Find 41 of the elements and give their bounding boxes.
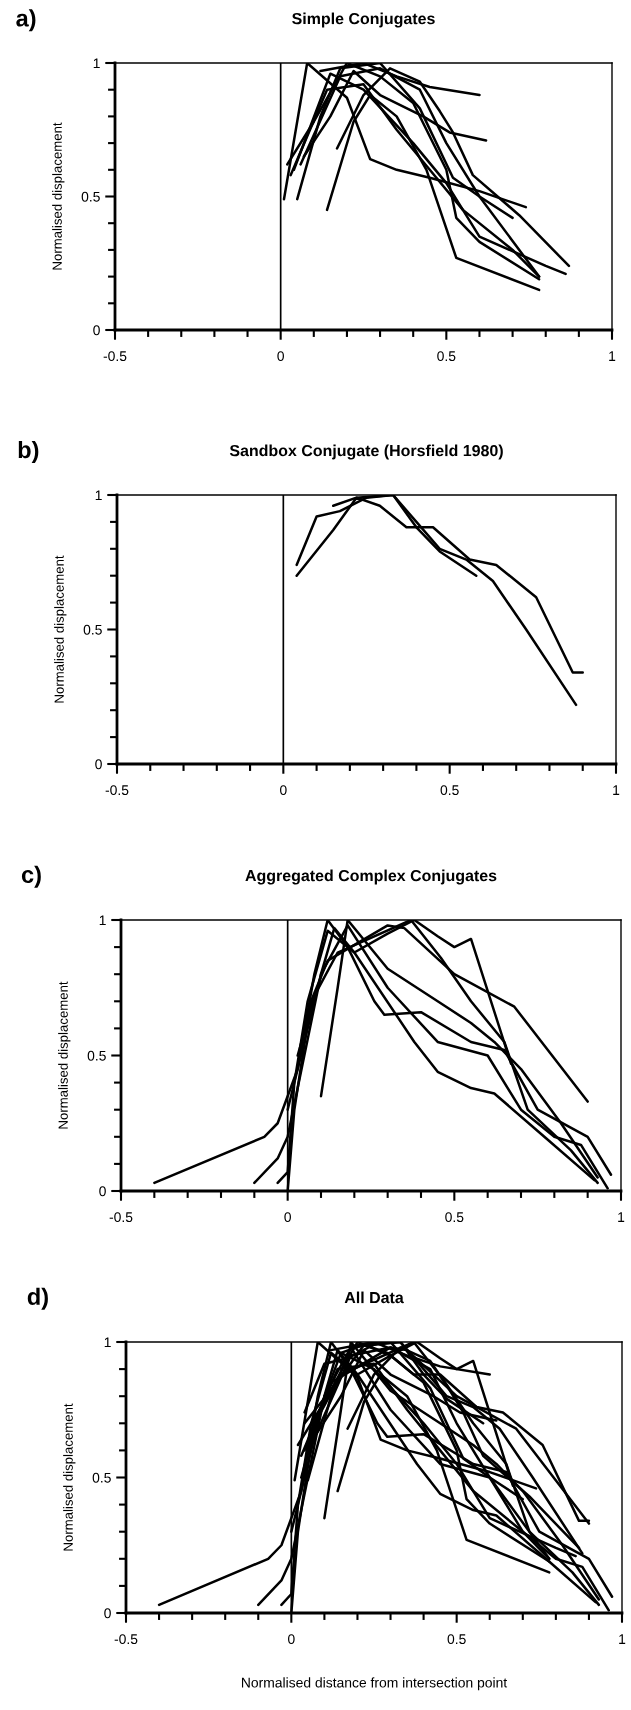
y-axis-title: Normalised displacement: [52, 122, 65, 270]
x-tick-label: 1: [619, 1634, 626, 1644]
y-tick-label: 0: [93, 325, 100, 336]
text: b): [18, 440, 39, 463]
x-tick-label: 0: [277, 351, 284, 362]
y-axis-title: Normalised displacement: [54, 555, 67, 703]
y-tick-label: 0: [99, 1186, 106, 1197]
chart-title: Sandbox Conjugate (Horsfield 1980): [229, 444, 503, 460]
x-tick-label: 0.5: [447, 1634, 466, 1645]
chart-title: Simple Conjugates: [292, 12, 435, 28]
y-tick-label: 0.5: [81, 191, 100, 202]
x-axis-title: Normalised distance from intersection point: [241, 1677, 508, 1691]
x-tick-label: 0: [280, 785, 287, 796]
y-tick-label: 0.5: [83, 624, 102, 635]
x-tick-label: 0.5: [445, 1212, 464, 1223]
y-tick-label: 0: [95, 759, 102, 770]
text: a): [16, 9, 36, 32]
x-tick-label: 0.5: [437, 351, 456, 362]
x-tick-label: -0.5: [114, 1634, 138, 1645]
x-tick-label: -0.5: [105, 785, 129, 796]
x-tick-label: -0.5: [103, 351, 127, 362]
text: d): [27, 1287, 48, 1310]
x-tick-label: 0.5: [440, 785, 459, 796]
x-tick-label: 1: [618, 1212, 625, 1222]
x-tick-label: 1: [613, 785, 620, 795]
y-axis-title: Normalised displacement: [63, 1403, 76, 1551]
y-tick-label: 0: [104, 1608, 111, 1619]
y-tick-label: 1: [104, 1337, 111, 1348]
text: c): [21, 865, 41, 888]
x-tick-label: 0: [288, 1634, 295, 1645]
y-tick-label: 1: [95, 490, 102, 501]
y-tick-label: 1: [93, 58, 100, 69]
x-tick-label: -0.5: [109, 1212, 133, 1223]
y-tick-label: 0.5: [87, 1050, 106, 1061]
chart-title: Aggregated Complex Conjugates: [245, 869, 497, 885]
chart-title: All Data: [344, 1291, 404, 1304]
x-tick-label: 0: [284, 1212, 291, 1223]
y-tick-label: 1: [99, 915, 106, 926]
x-tick-label: 1: [609, 351, 616, 361]
y-axis-title: Normalised displacement: [58, 981, 71, 1129]
y-tick-label: 0.5: [92, 1472, 111, 1483]
